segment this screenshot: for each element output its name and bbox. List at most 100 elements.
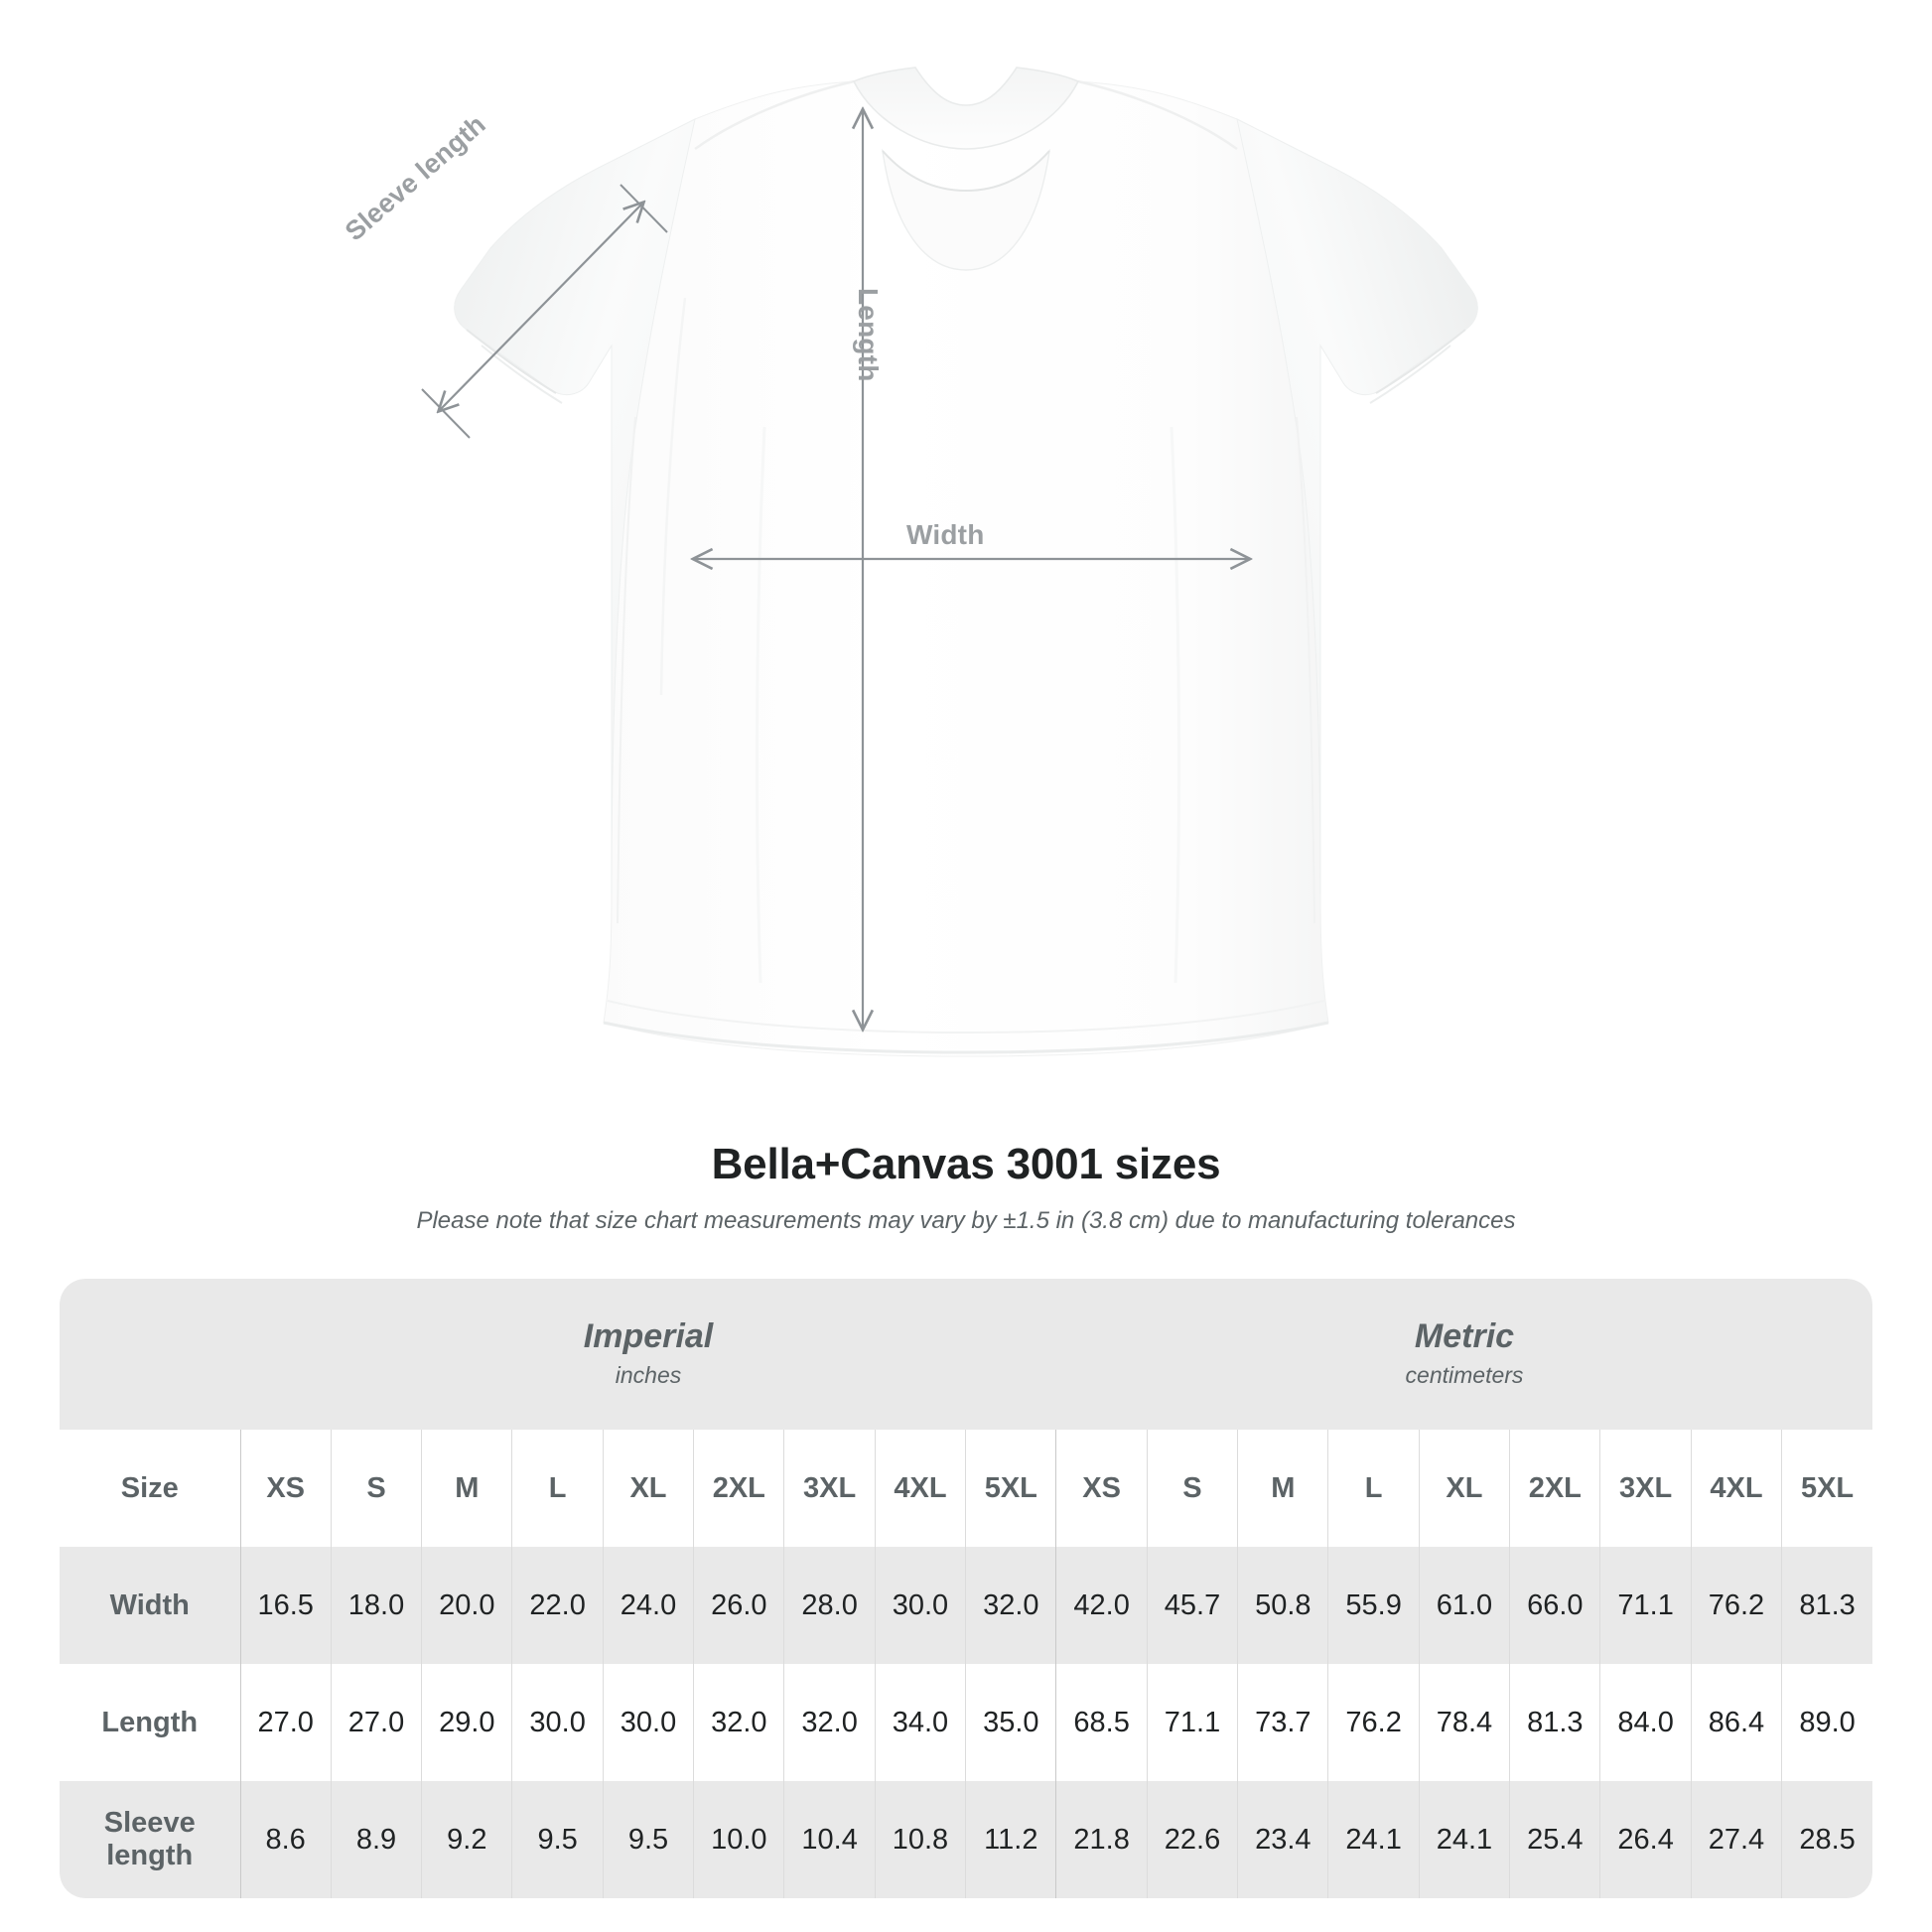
- cell-length-imp-xl: 30.0: [602, 1664, 694, 1781]
- cell-sleeve-imp-4xl: 10.8: [874, 1781, 966, 1898]
- unit-group-header-row: Imperial inches Metric centimeters: [60, 1279, 1872, 1430]
- cell-width-imp-xs: 16.5: [239, 1547, 332, 1664]
- size-header-imp-xs: XS: [239, 1430, 332, 1547]
- sleeve-tick-top: [620, 184, 668, 233]
- cell-length-imp-xs: 27.0: [239, 1664, 332, 1781]
- size-header-met-2xl: 2XL: [1509, 1430, 1600, 1547]
- size-header-imp-l: L: [511, 1430, 604, 1547]
- cell-width-imp-3xl: 28.0: [783, 1547, 876, 1664]
- row-label-sleeve-length: Sleeve length: [60, 1781, 240, 1898]
- group-header-metric: Metric centimeters: [1055, 1279, 1872, 1430]
- dimension-arrows: [421, 111, 1248, 1028]
- tshirt-illustration: Sleeve length Length Width: [340, 67, 1478, 1057]
- sleeve-tick-bottom: [421, 388, 471, 439]
- cell-width-met-xs: 42.0: [1055, 1547, 1148, 1664]
- size-table-wrapper: Imperial inches Metric centimeters Size …: [60, 1279, 1872, 1898]
- sleeve-length-arrow: [440, 204, 642, 410]
- tolerance-note: Please note that size chart measurements…: [416, 1207, 1516, 1234]
- cell-length-met-xl: 78.4: [1418, 1664, 1510, 1781]
- size-header-imp-xl: XL: [602, 1430, 694, 1547]
- cell-length-imp-l: 30.0: [511, 1664, 604, 1781]
- size-header-row: Size XS S M L XL 2XL 3XL 4XL 5XL XS S M …: [60, 1430, 1872, 1547]
- cell-length-met-2xl: 81.3: [1509, 1664, 1600, 1781]
- cell-length-met-3xl: 84.0: [1599, 1664, 1692, 1781]
- cell-sleeve-met-5xl: 28.5: [1781, 1781, 1872, 1898]
- size-header-imp-3xl: 3XL: [783, 1430, 876, 1547]
- cell-sleeve-imp-xl: 9.5: [602, 1781, 694, 1898]
- cell-length-imp-4xl: 34.0: [874, 1664, 966, 1781]
- cell-width-imp-m: 20.0: [421, 1547, 512, 1664]
- size-header-label: Size: [60, 1430, 240, 1547]
- cell-sleeve-imp-3xl: 10.4: [783, 1781, 876, 1898]
- cell-width-met-xl: 61.0: [1418, 1547, 1510, 1664]
- cell-length-met-m: 73.7: [1237, 1664, 1328, 1781]
- cell-width-met-4xl: 76.2: [1690, 1547, 1782, 1664]
- table-row-length: Length 27.0 27.0 29.0 30.0 30.0 32.0 32.…: [60, 1664, 1872, 1781]
- cell-width-met-2xl: 66.0: [1509, 1547, 1600, 1664]
- size-table: Imperial inches Metric centimeters Size …: [60, 1279, 1872, 1898]
- cell-width-imp-l: 22.0: [511, 1547, 604, 1664]
- size-header-met-5xl: 5XL: [1781, 1430, 1872, 1547]
- table-row-sleeve-length: Sleeve length 8.6 8.9 9.2 9.5 9.5 10.0 1…: [60, 1781, 1872, 1898]
- cell-sleeve-imp-5xl: 11.2: [965, 1781, 1056, 1898]
- group-name-metric: Metric: [1414, 1316, 1515, 1355]
- group-name-imperial: Imperial: [583, 1316, 714, 1355]
- size-header-imp-5xl: 5XL: [965, 1430, 1056, 1547]
- size-header-met-xl: XL: [1418, 1430, 1510, 1547]
- cell-width-imp-5xl: 32.0: [965, 1547, 1056, 1664]
- cell-sleeve-met-3xl: 26.4: [1599, 1781, 1692, 1898]
- cell-sleeve-imp-2xl: 10.0: [693, 1781, 784, 1898]
- cell-width-met-s: 45.7: [1146, 1547, 1238, 1664]
- cell-length-met-s: 71.1: [1146, 1664, 1238, 1781]
- row-label-width: Width: [60, 1547, 240, 1664]
- size-header-met-s: S: [1146, 1430, 1238, 1547]
- group-unit-metric: centimeters: [1405, 1362, 1524, 1389]
- cell-sleeve-met-2xl: 25.4: [1509, 1781, 1600, 1898]
- chart-heading: Bella+Canvas 3001 sizes Please note that…: [0, 1140, 1932, 1235]
- size-header-met-4xl: 4XL: [1690, 1430, 1782, 1547]
- cell-width-met-l: 55.9: [1327, 1547, 1420, 1664]
- cell-sleeve-imp-xs: 8.6: [239, 1781, 332, 1898]
- cell-width-met-3xl: 71.1: [1599, 1547, 1692, 1664]
- size-header-met-l: L: [1327, 1430, 1420, 1547]
- size-header-imp-4xl: 4XL: [874, 1430, 966, 1547]
- cell-length-met-xs: 68.5: [1055, 1664, 1148, 1781]
- cell-width-imp-4xl: 30.0: [874, 1547, 966, 1664]
- cell-length-met-l: 76.2: [1327, 1664, 1420, 1781]
- cell-width-imp-2xl: 26.0: [693, 1547, 784, 1664]
- size-header-met-m: M: [1237, 1430, 1328, 1547]
- cell-length-imp-5xl: 35.0: [965, 1664, 1056, 1781]
- cell-sleeve-imp-m: 9.2: [421, 1781, 512, 1898]
- cell-sleeve-imp-s: 8.9: [330, 1781, 422, 1898]
- size-header-met-3xl: 3XL: [1599, 1430, 1692, 1547]
- cell-length-imp-s: 27.0: [330, 1664, 422, 1781]
- cell-length-imp-2xl: 32.0: [693, 1664, 784, 1781]
- cell-width-imp-xl: 24.0: [602, 1547, 694, 1664]
- group-header-imperial: Imperial inches: [240, 1279, 1056, 1430]
- group-unit-imperial: inches: [615, 1362, 682, 1389]
- collar-band: [852, 67, 1080, 150]
- size-header-imp-m: M: [421, 1430, 512, 1547]
- size-header-imp-2xl: 2XL: [693, 1430, 784, 1547]
- size-header-met-xs: XS: [1055, 1430, 1148, 1547]
- cell-sleeve-met-m: 23.4: [1237, 1781, 1328, 1898]
- page-title: Bella+Canvas 3001 sizes: [711, 1140, 1221, 1188]
- group-header-spacer: [60, 1279, 240, 1430]
- cell-length-imp-m: 29.0: [421, 1664, 512, 1781]
- cell-length-imp-3xl: 32.0: [783, 1664, 876, 1781]
- cell-length-met-5xl: 89.0: [1781, 1664, 1872, 1781]
- cell-sleeve-met-l: 24.1: [1327, 1781, 1420, 1898]
- right-sleeve: [1236, 118, 1478, 895]
- cell-width-imp-s: 18.0: [330, 1547, 422, 1664]
- table-row-width: Width 16.5 18.0 20.0 22.0 24.0 26.0 28.0…: [60, 1547, 1872, 1664]
- cell-sleeve-met-xs: 21.8: [1055, 1781, 1148, 1898]
- cell-width-met-m: 50.8: [1237, 1547, 1328, 1664]
- cell-sleeve-met-xl: 24.1: [1418, 1781, 1510, 1898]
- cell-sleeve-met-s: 22.6: [1146, 1781, 1238, 1898]
- row-label-length: Length: [60, 1664, 240, 1781]
- size-header-imp-s: S: [330, 1430, 422, 1547]
- cell-sleeve-met-4xl: 27.4: [1690, 1781, 1782, 1898]
- tshirt-graphic: [454, 67, 1478, 1057]
- cell-width-met-5xl: 81.3: [1781, 1547, 1872, 1664]
